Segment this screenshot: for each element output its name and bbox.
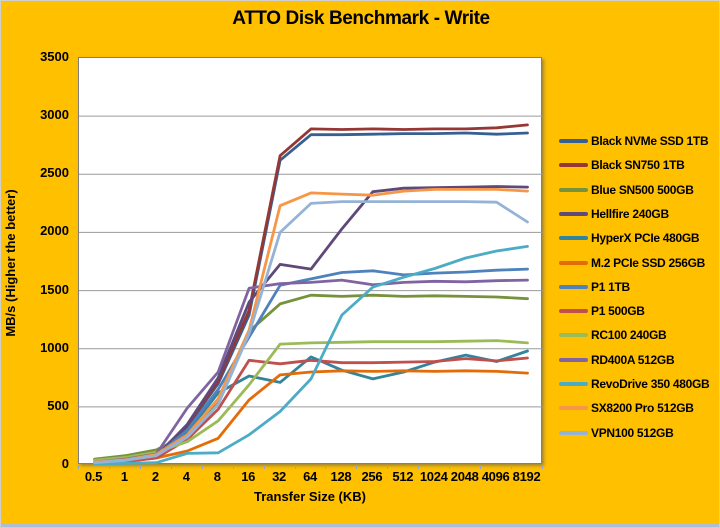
x-tick-label-4: 4 <box>182 469 190 484</box>
legend-item-vpn100-512gb: VPN100 512GB <box>559 425 674 441</box>
legend-item-black-nvme-ssd-1tb: Black NVMe SSD 1TB <box>559 133 709 149</box>
y-tick-label-500: 500 <box>47 397 69 413</box>
legend-line-swatch <box>559 357 588 362</box>
chart-legend: Black NVMe SSD 1TB Black SN750 1TB Blue SN… <box>559 1 719 527</box>
legend-label: VPN100 512GB <box>591 425 674 440</box>
legend-item-rd400a-512gb: RD400A 512GB <box>559 352 675 368</box>
legend-item-revodrive-350-480gb: RevoDrive 350 480GB <box>559 376 710 392</box>
legend-label: M.2 PCIe SSD 256GB <box>591 255 705 270</box>
plot-area <box>78 57 543 465</box>
legend-item-blue-sn500-500gb: Blue SN500 500GB <box>559 182 694 198</box>
legend-line-swatch <box>559 430 588 435</box>
x-axis-tickmark <box>78 465 79 469</box>
legend-item-p1-500gb: P1 500GB <box>559 303 645 319</box>
y-tick-label-3000: 3000 <box>40 107 69 123</box>
chart-title: ATTO Disk Benchmark - Write <box>232 8 490 29</box>
x-axis-tickmark <box>232 465 234 469</box>
x-tick-label-0.5: 0.5 <box>84 469 103 484</box>
x-axis-tickmark <box>263 465 265 469</box>
series-lines-canvas <box>79 115 543 465</box>
legend-item-black-sn750-1tb: Black SN750 1TB <box>559 157 685 173</box>
legend-line-swatch <box>559 187 588 192</box>
legend-line-swatch <box>559 236 588 241</box>
legend-label: P1 500GB <box>591 304 645 319</box>
legend-label: RevoDrive 350 480GB <box>591 377 710 391</box>
legend-item-hellfire-240gb: Hellfire 240GB <box>559 206 669 222</box>
x-tick-label-32: 32 <box>272 469 286 484</box>
y-tick-label-1000: 1000 <box>40 339 69 355</box>
legend-label: Black SN750 1TB <box>591 158 685 173</box>
legend-line-swatch <box>559 333 588 338</box>
x-axis-tickmark <box>325 465 327 469</box>
x-axis-tickmark <box>542 465 543 469</box>
x-tick-label-256: 256 <box>361 469 383 484</box>
legend-line-swatch <box>559 163 588 168</box>
legend-label: SX8200 Pro 512GB <box>591 401 694 416</box>
legend-line-swatch <box>559 139 588 143</box>
legend-item-hyperx-pcie-480gb: HyperX PCIe 480GB <box>559 230 700 246</box>
series-line-vpn100-512gb <box>93 200 529 465</box>
legend-item-m-2-pcie-ssd-256gb: M.2 PCIe SSD 256GB <box>559 255 705 271</box>
series-line-black-nvme-ssd-1tb <box>93 131 529 465</box>
x-axis-tickmark <box>511 465 513 469</box>
legend-item-p1-1tb: P1 1TB <box>559 279 630 295</box>
x-axis-tickmark <box>201 465 203 469</box>
x-axis-tickmark <box>480 465 482 469</box>
x-axis-tickmark <box>356 465 358 469</box>
y-tick-label-2000: 2000 <box>40 223 69 239</box>
legend-label: RD400A 512GB <box>591 352 675 367</box>
x-tick-label-128: 128 <box>330 469 352 484</box>
legend-line-swatch <box>559 406 588 411</box>
legend-line-swatch <box>559 382 588 386</box>
legend-label: HyperX PCIe 480GB <box>591 231 700 246</box>
y-axis-title-text: MB/s (Higher the better) <box>2 189 18 337</box>
series-line-p1-1tb <box>93 267 529 465</box>
series-line-p1-500gb <box>93 356 529 465</box>
series-line-rd400a-512gb <box>93 278 529 464</box>
x-tick-label-1024: 1024 <box>419 469 448 484</box>
x-axis-tickmark <box>449 465 451 469</box>
y-tick-label-3500: 3500 <box>40 49 69 64</box>
series-line-revodrive-350-480gb <box>93 244 529 465</box>
legend-line-swatch <box>559 211 588 216</box>
y-tick-label-0: 0 <box>61 456 69 471</box>
x-tick-label-64: 64 <box>303 469 317 484</box>
legend-line-swatch <box>559 284 588 289</box>
legend-label: RC100 240GB <box>591 328 667 343</box>
legend-item-rc100-240gb: RC100 240GB <box>559 327 667 343</box>
series-line-sx8200-pro-512gb <box>93 187 529 464</box>
x-tick-label-2048: 2048 <box>450 469 479 484</box>
y-tick-label-2500: 2500 <box>40 165 69 181</box>
x-tick-label-8192: 8192 <box>512 469 541 484</box>
x-tick-label-1: 1 <box>120 469 128 484</box>
y-tick-label-1500: 1500 <box>40 281 69 297</box>
x-tick-label-4096: 4096 <box>481 469 510 484</box>
x-axis-tickmark <box>170 465 172 469</box>
legend-label: Hellfire 240GB <box>591 206 669 221</box>
legend-line-swatch <box>559 260 588 265</box>
legend-item-sx8200-pro-512gb: SX8200 Pro 512GB <box>559 400 694 416</box>
x-axis-tickmark <box>387 465 389 469</box>
legend-label: P1 1TB <box>591 279 630 294</box>
window-bottom-border <box>1 524 719 527</box>
series-line-hellfire-240gb <box>93 185 529 465</box>
x-axis-tickmark <box>108 465 110 469</box>
x-axis-title: Transfer Size (KB) <box>254 489 366 504</box>
x-tick-label-2: 2 <box>151 469 159 484</box>
x-tick-label-512: 512 <box>392 469 414 484</box>
x-axis-tickmark <box>294 465 296 469</box>
legend-line-swatch <box>559 309 588 314</box>
series-line-m-2-pcie-ssd-256gb <box>93 369 529 465</box>
legend-label: Blue SN500 500GB <box>591 182 694 197</box>
x-axis-tickmark <box>418 465 420 469</box>
x-tick-label-8: 8 <box>213 469 221 484</box>
legend-label: Black NVMe SSD 1TB <box>591 134 709 148</box>
series-line-black-sn750-1tb <box>93 123 529 464</box>
x-tick-label-16: 16 <box>241 469 256 484</box>
x-axis-tickmark <box>139 465 141 469</box>
